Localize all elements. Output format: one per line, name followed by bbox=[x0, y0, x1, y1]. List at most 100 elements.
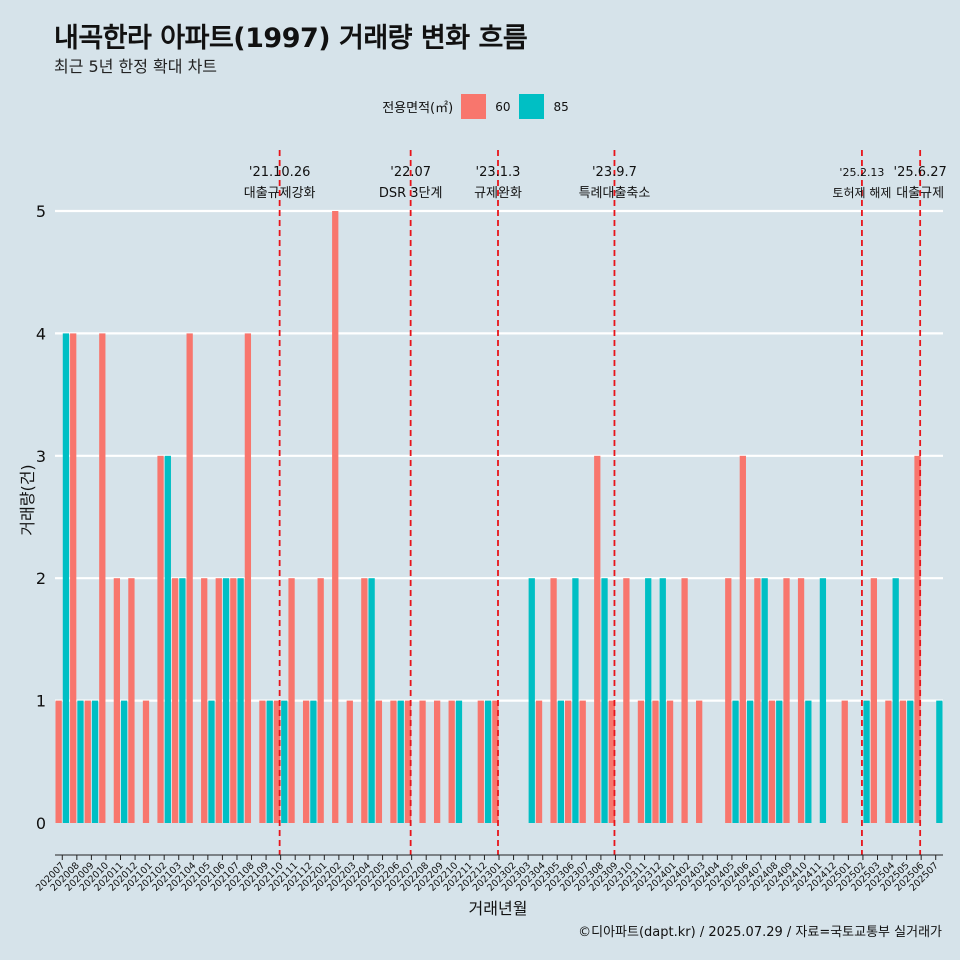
bar-85-202312 bbox=[659, 578, 666, 823]
bar-85-202102 bbox=[164, 455, 171, 823]
y-tick-label: 5 bbox=[36, 202, 46, 221]
event-date-label: '25.6.27 bbox=[894, 165, 947, 180]
bar-60-202409 bbox=[783, 578, 790, 823]
event-name-label: DSR 3단계 bbox=[379, 186, 443, 201]
bar-60-202304 bbox=[535, 700, 543, 823]
bar-85-202407 bbox=[761, 578, 768, 823]
bar-60-202207 bbox=[404, 700, 412, 823]
event-name-label: 특례대출축소 bbox=[579, 186, 651, 201]
event-date-label: '23.1.3 bbox=[476, 165, 521, 180]
bar-60-202308 bbox=[594, 455, 601, 823]
event-name-label: 규제완화 bbox=[474, 186, 522, 201]
bar-85-202009 bbox=[91, 700, 99, 823]
event-name-label: 토허제 해제 bbox=[832, 186, 891, 200]
legend-label-60: 60 bbox=[495, 99, 511, 114]
event-name-label: 대출규제 bbox=[896, 186, 944, 201]
bar-85-202106 bbox=[222, 578, 230, 823]
bar-60-202007 bbox=[55, 700, 62, 823]
bar-60-202105 bbox=[201, 578, 208, 823]
bar-85-202502 bbox=[863, 700, 870, 823]
bar-60-202410 bbox=[797, 578, 805, 823]
bar-60-202112 bbox=[302, 700, 310, 823]
bar-85-202410 bbox=[805, 700, 812, 823]
bar-85-202109 bbox=[266, 700, 273, 823]
bar-60-202501 bbox=[841, 700, 848, 823]
legend-swatch-60 bbox=[461, 94, 487, 119]
bar-60-202506 bbox=[914, 455, 921, 823]
event-name-label: 대출규제강화 bbox=[244, 186, 316, 201]
bar-85-202305 bbox=[557, 700, 565, 823]
bar-60-202103 bbox=[171, 578, 179, 823]
bar-60-202312 bbox=[652, 700, 659, 823]
bar-60-202108 bbox=[244, 333, 252, 823]
bar-60-202011 bbox=[113, 578, 121, 823]
bar-60-202307 bbox=[579, 700, 586, 823]
bar-85-202206 bbox=[397, 700, 404, 823]
bar-60-202503 bbox=[870, 578, 877, 823]
bar-85-202306 bbox=[572, 578, 579, 823]
bar-85-202210 bbox=[455, 700, 463, 823]
bar-60-202406 bbox=[739, 455, 746, 823]
bar-85-202504 bbox=[892, 578, 899, 823]
bar-85-202311 bbox=[645, 578, 652, 823]
bar-60-202104 bbox=[186, 333, 193, 823]
y-tick-label: 0 bbox=[36, 814, 46, 833]
bar-60-202407 bbox=[754, 578, 761, 823]
bar-85-202103 bbox=[179, 578, 186, 823]
chart-title: 내곡한라 아파트(1997) 거래량 변화 흐름 bbox=[54, 23, 528, 54]
bar-60-202201 bbox=[317, 578, 324, 823]
bar-60-202504 bbox=[885, 700, 892, 823]
bar-60-202311 bbox=[637, 700, 645, 823]
bar-85-202505 bbox=[907, 700, 914, 823]
bar-60-202111 bbox=[288, 578, 295, 823]
bar-60-202403 bbox=[696, 700, 703, 823]
bar-60-202306 bbox=[565, 700, 572, 823]
y-tick-label: 1 bbox=[36, 692, 46, 711]
bar-60-202405 bbox=[725, 578, 732, 823]
source-caption: ©디아파트(dapt.kr) / 2025.07.29 / 자료=국토교통부 실… bbox=[578, 925, 942, 940]
bar-85-202110 bbox=[281, 700, 288, 823]
bar-60-202301 bbox=[492, 700, 499, 823]
bar-60-202010 bbox=[99, 333, 106, 823]
bar-60-202208 bbox=[419, 700, 426, 823]
bar-85-202507 bbox=[936, 700, 943, 823]
event-date-label: '25.2.13 bbox=[839, 166, 884, 179]
bar-85-202204 bbox=[368, 578, 375, 823]
legend-label-85: 85 bbox=[553, 99, 569, 114]
legend-swatch-85 bbox=[519, 94, 545, 119]
bar-85-202107 bbox=[237, 578, 244, 823]
bar-60-202209 bbox=[433, 700, 441, 823]
legend-title: 전용면적(㎡) bbox=[382, 101, 454, 116]
legend: 전용면적(㎡) 60 85 bbox=[0, 94, 960, 119]
bar-85-202008 bbox=[77, 700, 84, 823]
bar-60-202008 bbox=[70, 333, 77, 823]
bar-85-202212 bbox=[484, 700, 492, 823]
y-axis-title: 거래량(건) bbox=[18, 464, 37, 535]
bar-85-202308 bbox=[601, 578, 608, 823]
bar-60-202210 bbox=[448, 700, 455, 823]
bar-60-202401 bbox=[666, 700, 674, 823]
event-date-label: '23.9.7 bbox=[592, 165, 637, 180]
y-tick-label: 3 bbox=[36, 447, 46, 466]
bar-60-202309 bbox=[608, 700, 615, 823]
bar-60-202009 bbox=[84, 700, 91, 823]
bar-85-202112 bbox=[310, 700, 317, 823]
bar-60-202408 bbox=[768, 700, 776, 823]
bar-85-202405 bbox=[732, 700, 739, 823]
bar-60-202212 bbox=[477, 700, 484, 823]
bar-85-202011 bbox=[121, 700, 128, 823]
bar-60-202110 bbox=[273, 700, 281, 823]
bar-85-202408 bbox=[776, 700, 783, 823]
bar-85-202105 bbox=[208, 700, 215, 823]
bar-60-202206 bbox=[390, 700, 397, 823]
x-axis-title: 거래년월 bbox=[469, 899, 528, 918]
bar-85-202303 bbox=[528, 578, 535, 823]
bar-85-202406 bbox=[746, 700, 754, 823]
y-tick-label: 4 bbox=[36, 324, 46, 343]
event-date-label: '22.07 bbox=[390, 165, 431, 180]
bar-60-202202 bbox=[332, 211, 339, 823]
bar-60-202204 bbox=[361, 578, 368, 823]
bar-60-202109 bbox=[259, 700, 266, 823]
bar-60-202505 bbox=[899, 700, 907, 823]
bar-60-202106 bbox=[215, 578, 222, 823]
